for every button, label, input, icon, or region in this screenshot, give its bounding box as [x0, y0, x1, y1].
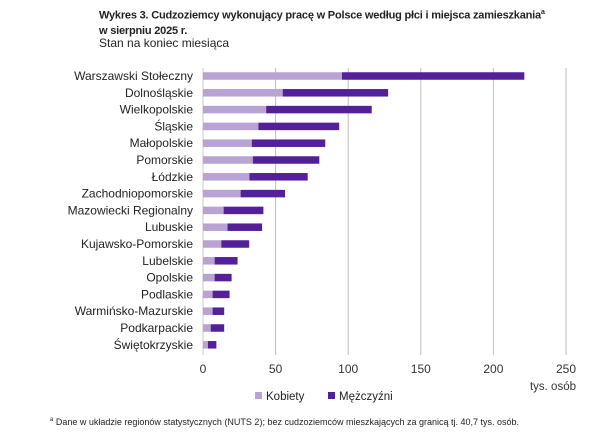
category-label: Łódzkie	[152, 170, 194, 184]
category-label: Warmińsko-Mazurskie	[75, 304, 194, 318]
bar-mezczyzni	[221, 240, 250, 248]
category-label: Małopolskie	[130, 136, 194, 150]
bar-kobiety	[203, 72, 342, 80]
title-text: Wykres 3. Cudzoziemcy wykonujący pracę w…	[99, 9, 541, 22]
bar-kobiety	[203, 139, 252, 147]
footnote-text: Dane w układzie regionów statystycznych …	[55, 417, 520, 427]
category-label: Podkarpackie	[120, 321, 193, 335]
category-label: Mazowiecki Regionalny	[68, 203, 193, 217]
bar-kobiety	[203, 206, 224, 215]
bar-kobiety	[203, 105, 267, 114]
bar-mezczyzni	[214, 273, 232, 282]
bar-mezczyzni	[252, 156, 320, 164]
footnote: a Dane w układzie regionów statystycznyc…	[50, 415, 595, 428]
x-tick-label: 0	[200, 362, 207, 376]
bar-kobiety	[203, 257, 215, 265]
category-label: Lubelskie	[142, 254, 193, 268]
chart-subtitle: Stan na koniec miesiąca	[99, 36, 230, 50]
category-label: Opolskie	[146, 271, 193, 285]
bar-kobiety	[203, 273, 215, 282]
x-tick-label: 100	[338, 362, 358, 376]
category-label: Świętokrzyskie	[114, 337, 194, 352]
bar-kobiety	[203, 223, 228, 231]
bar-mezczyzni	[210, 324, 225, 332]
legend-label: Kobiety	[266, 391, 305, 403]
bar-mezczyzni	[227, 223, 263, 231]
category-label: Dolnośląskie	[125, 86, 193, 100]
category-label: Śląskie	[154, 118, 193, 133]
category-label: Podlaskie	[141, 287, 193, 301]
legend-swatch	[328, 392, 335, 399]
x-tick-label: 200	[483, 362, 503, 376]
bar-mezczyzni	[341, 72, 525, 80]
bar-kobiety	[203, 240, 222, 248]
bar-mezczyzni	[207, 341, 217, 349]
bar-mezczyzni	[282, 89, 389, 97]
bar-mezczyzni	[223, 206, 264, 215]
bar-kobiety	[203, 290, 213, 299]
bar-mezczyzni	[240, 189, 286, 198]
x-tick-label: 50	[269, 362, 283, 376]
bar-mezczyzni	[249, 173, 308, 181]
bar-mezczyzni	[212, 307, 225, 315]
bar-mezczyzni	[212, 290, 230, 299]
bar-mezczyzni	[214, 257, 238, 265]
category-label: Kujawsko-Pomorskie	[81, 237, 193, 251]
x-axis-label: tys. osób	[530, 381, 576, 393]
bar-kobiety	[203, 307, 213, 315]
category-label: Lubuskie	[145, 220, 193, 234]
bar-kobiety	[203, 89, 283, 97]
chart-title: Wykres 3. Cudzoziemcy wykonujący pracę w…	[99, 5, 589, 39]
bar-kobiety	[203, 324, 211, 332]
bar-kobiety	[203, 122, 259, 131]
bar-kobiety	[203, 189, 241, 198]
bar-mezczyzni	[266, 105, 372, 114]
title-footnote-marker: a	[540, 9, 545, 16]
category-label: Pomorskie	[136, 153, 193, 167]
legend-swatch	[255, 392, 262, 399]
category-label: Wielkopolskie	[120, 103, 194, 117]
bar-mezczyzni	[251, 139, 326, 147]
bar-kobiety	[203, 156, 253, 164]
footnote-marker: a	[50, 417, 54, 423]
x-tick-label: 150	[411, 362, 431, 376]
category-label: Warszawski Stołeczny	[74, 69, 193, 83]
bar-mezczyzni	[258, 122, 340, 131]
category-label: Zachodniopomorskie	[82, 187, 194, 201]
bar-kobiety	[203, 341, 208, 349]
x-tick-label: 250	[556, 362, 576, 376]
bar-kobiety	[203, 173, 250, 181]
legend-label: Mężczyźni	[339, 391, 393, 403]
title-line2: w sierpniu 2025 r.	[99, 24, 188, 37]
